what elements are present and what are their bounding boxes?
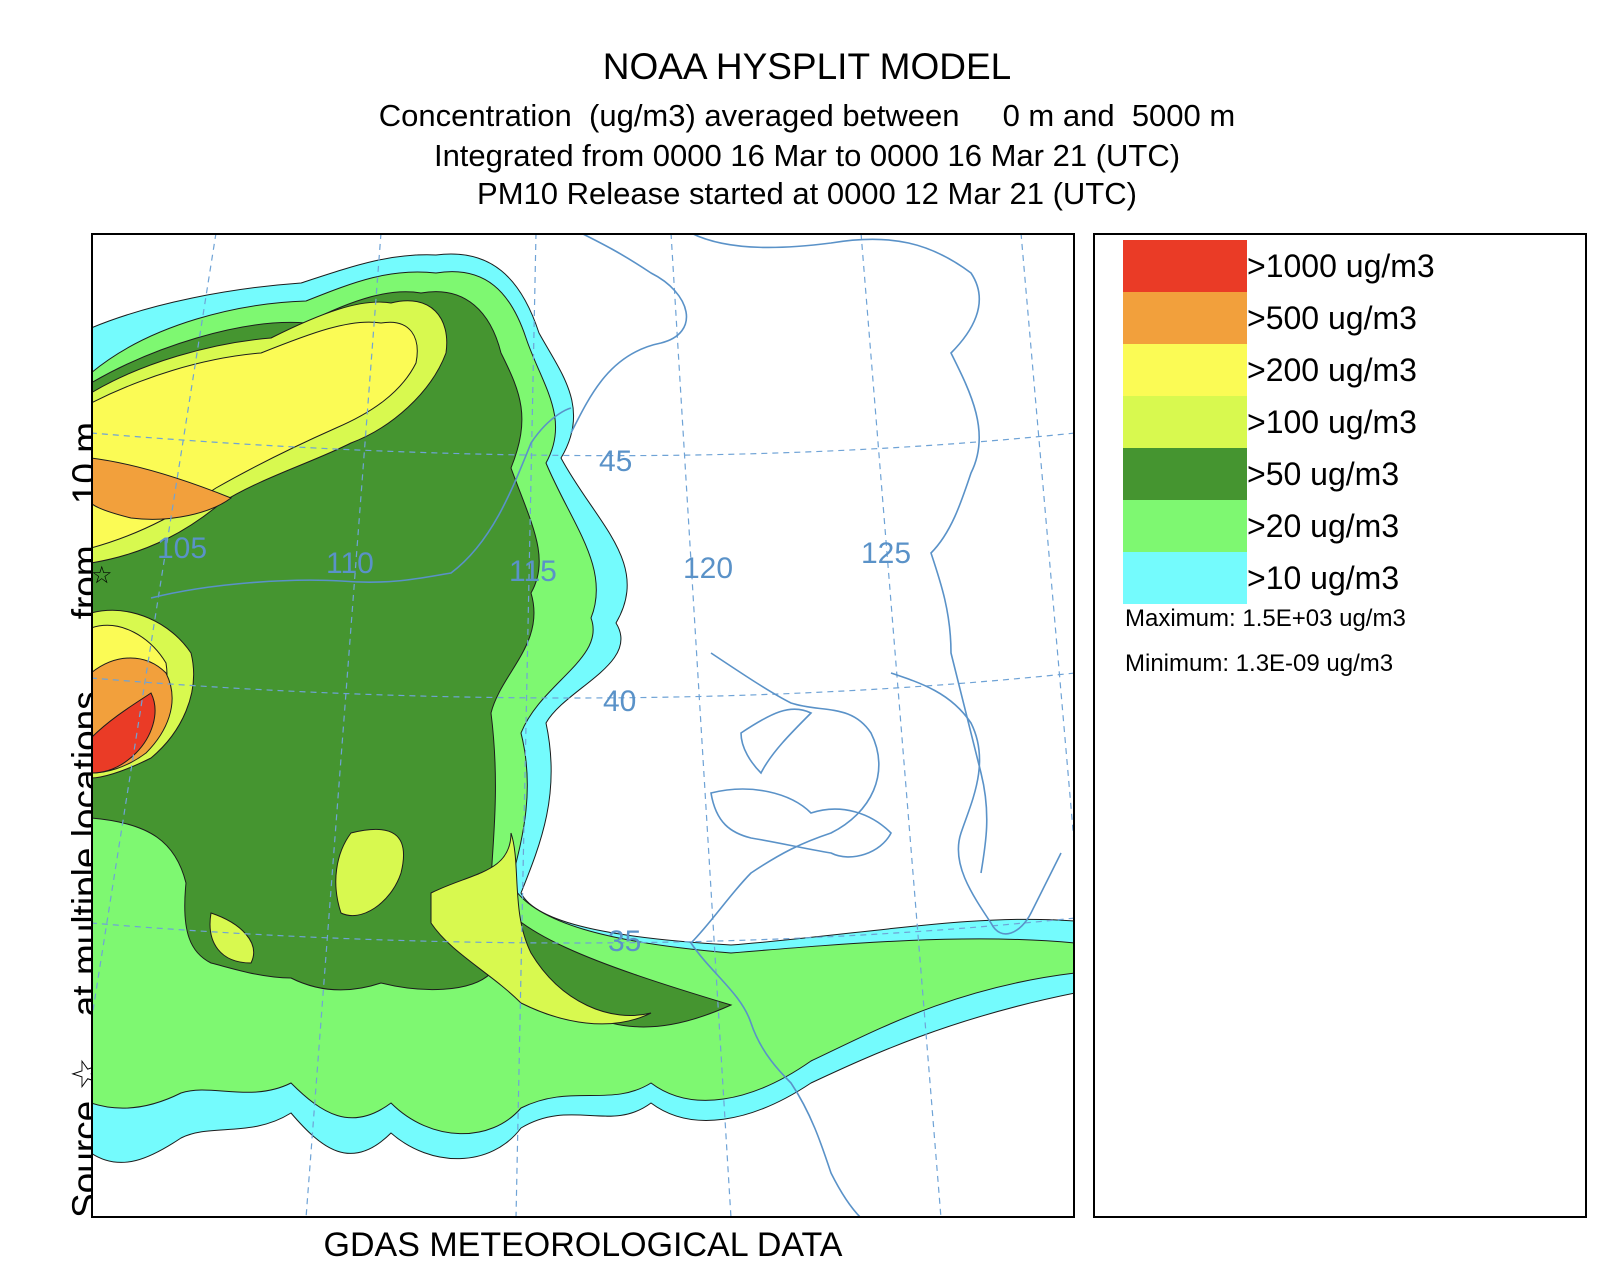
- release-info: PM10 Release started at 0000 12 Mar 21 (…: [477, 176, 1137, 211]
- parallel-45: [91, 432, 1075, 457]
- lat-label-45: 45: [599, 445, 632, 478]
- coastline: [150, 233, 1062, 1218]
- maximum-value: Maximum: 1.5E+03 ug/m3: [1125, 605, 1406, 632]
- china-coast: [689, 652, 880, 1218]
- legend-swatch: [1123, 500, 1247, 552]
- korea-border: [690, 233, 988, 874]
- map-border: [91, 233, 1075, 1218]
- legend-label: >10 ug/m3: [1247, 560, 1400, 596]
- minimum-value: Minimum: 1.3E-09 ug/m3: [1125, 650, 1394, 677]
- legend-swatch: [1123, 448, 1247, 500]
- shandong-coast: [710, 788, 892, 858]
- band-1000-ug: [91, 692, 156, 774]
- legend-panel: >1000 ug/m3 >500 ug/m3 >200 ug/m3 >100 ug/m…: [1093, 233, 1587, 1218]
- band-100-ug: [91, 300, 652, 1025]
- lat-label-35: 35: [608, 925, 641, 958]
- parallel-35: [91, 917, 1075, 944]
- legend-label: >500 ug/m3: [1247, 300, 1417, 336]
- meridian-105: [91, 233, 217, 1024]
- legend-label: >200 ug/m3: [1247, 352, 1417, 388]
- band-500-ug: [91, 457, 233, 774]
- korea-peninsula: [890, 672, 1062, 935]
- lon-label-110: 110: [326, 547, 374, 580]
- meteorological-data-label: GDAS METEOROLOGICAL DATA: [323, 1226, 843, 1264]
- map-title: NOAA HYSPLIT MODEL: [602, 46, 1012, 87]
- lon-label-125: 125: [861, 537, 911, 570]
- legend-swatch: [1123, 240, 1247, 292]
- legend-label: >100 ug/m3: [1247, 404, 1417, 440]
- meridian-130: [1020, 233, 1075, 854]
- legend-label: >50 ug/m3: [1247, 456, 1400, 492]
- legend-label: >1000 ug/m3: [1247, 248, 1435, 284]
- legend-swatch: [1123, 552, 1247, 604]
- parallel-40: [91, 672, 1075, 699]
- northern-border: [570, 233, 688, 434]
- lat-label-40: 40: [603, 685, 636, 718]
- integration-period: Integrated from 0000 16 Mar to 0000 16 M…: [433, 138, 1181, 173]
- liaodong-coast: [740, 708, 813, 775]
- lon-label-120: 120: [683, 552, 733, 585]
- lon-label-105: 105: [157, 532, 207, 565]
- lat-lon-gridlines: [91, 233, 1075, 1218]
- lon-label-115: 115: [509, 555, 557, 588]
- concentration-subtitle: Concentration (ug/m3) averaged between 0…: [378, 98, 1236, 133]
- mongolia-border: [150, 407, 572, 599]
- legend-label: >20 ug/m3: [1247, 508, 1400, 544]
- source-star-icon: ☆: [91, 561, 113, 589]
- legend-swatch: [1123, 292, 1247, 344]
- concentration-map: ☆ 105 110 115 120 125 45 40 35: [91, 233, 1075, 1218]
- legend-swatch: [1123, 344, 1247, 396]
- concentration-plume: [91, 253, 1075, 1163]
- legend-swatch: [1123, 396, 1247, 448]
